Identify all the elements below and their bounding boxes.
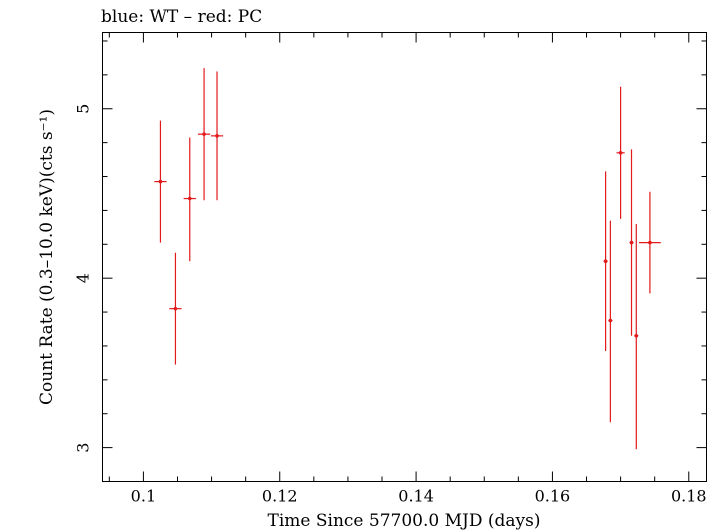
x-tick-label: 0.14 [398, 487, 434, 506]
data-point [603, 171, 608, 352]
chart-title: blue: WT – red: PC [101, 7, 262, 27]
point-marker [158, 179, 163, 184]
y-tick-label: 4 [74, 273, 93, 283]
point-marker [173, 306, 178, 311]
point-marker [603, 259, 608, 264]
x-axis-label: Time Since 57700.0 MJD (days) [268, 511, 541, 531]
data-point [154, 120, 167, 243]
x-tick-label: 0.16 [535, 487, 571, 506]
data-point [183, 137, 196, 262]
axis-tick-labels: 0.1 0.12 0.14 0.16 0.18 3 4 5 [74, 104, 707, 506]
data-point [169, 252, 182, 365]
data-point [608, 220, 613, 423]
data-point [616, 86, 625, 219]
data-point [639, 191, 661, 294]
plot-frame [102, 32, 707, 482]
point-marker [634, 333, 639, 338]
y-axis-label: Count Rate (0.3–10.0 keV)(cts s⁻¹) [37, 109, 57, 405]
point-marker [648, 240, 652, 245]
point-marker [187, 196, 192, 201]
point-marker [618, 150, 623, 155]
data-points [154, 68, 661, 450]
y-tick-label: 5 [74, 104, 93, 114]
axis-ticks [102, 32, 707, 482]
x-tick-label: 0.18 [671, 487, 707, 506]
y-tick-label: 3 [74, 443, 93, 453]
data-point [197, 68, 211, 201]
data-point [629, 149, 634, 336]
data-point [634, 223, 639, 450]
point-marker [215, 134, 219, 138]
point-marker [608, 318, 613, 323]
point-marker [629, 240, 634, 245]
x-tick-label: 0.1 [131, 487, 156, 506]
point-marker [202, 132, 206, 136]
x-tick-label: 0.12 [262, 487, 298, 506]
data-point [210, 71, 224, 201]
